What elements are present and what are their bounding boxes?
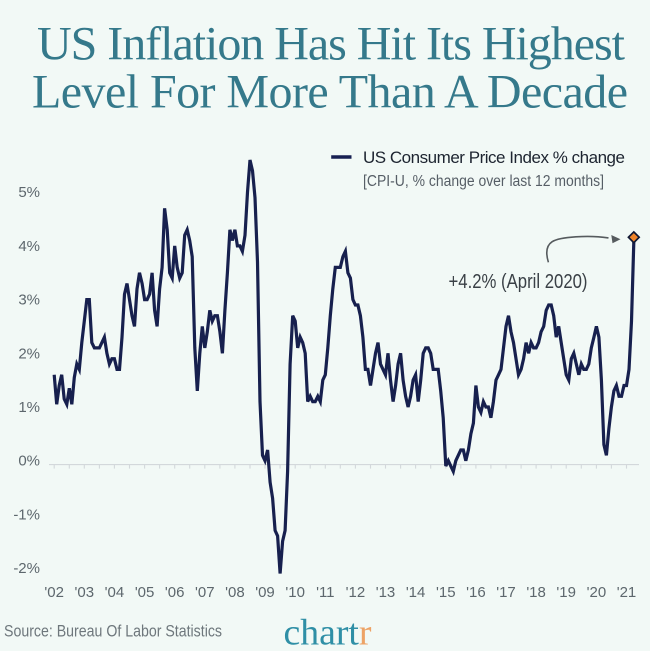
svg-text:'10: '10	[285, 584, 305, 601]
svg-text:+4.2% (April 2020): +4.2% (April 2020)	[449, 271, 588, 293]
svg-text:0%: 0%	[18, 453, 40, 470]
svg-text:Source: Bureau Of Labor Statis: Source: Bureau Of Labor Statistics	[4, 621, 222, 640]
svg-text:US Consumer Price Index % chan: US Consumer Price Index % change	[363, 148, 625, 167]
svg-text:'15: '15	[436, 584, 456, 601]
svg-text:'13: '13	[376, 584, 396, 601]
svg-text:'02: '02	[44, 584, 64, 601]
svg-text:-2%: -2%	[13, 560, 40, 577]
svg-text:4%: 4%	[18, 238, 40, 255]
svg-text:'03: '03	[75, 584, 95, 601]
svg-text:3%: 3%	[18, 292, 40, 309]
svg-text:'08: '08	[225, 584, 245, 601]
svg-text:chartr: chartr	[284, 612, 372, 651]
svg-text:'07: '07	[195, 584, 215, 601]
svg-text:'20: '20	[587, 584, 607, 601]
svg-text:'17: '17	[496, 584, 516, 601]
svg-text:5%: 5%	[18, 184, 40, 201]
svg-text:'04: '04	[105, 584, 125, 601]
svg-text:'11: '11	[316, 584, 334, 601]
svg-text:'12: '12	[346, 584, 366, 601]
svg-text:Level For More Than A Decade: Level For More Than A Decade	[32, 66, 628, 119]
svg-text:'14: '14	[406, 584, 426, 601]
svg-text:2%: 2%	[18, 345, 40, 362]
svg-text:'21: '21	[617, 584, 637, 601]
svg-text:'18: '18	[526, 584, 546, 601]
svg-text:-1%: -1%	[13, 506, 40, 523]
svg-text:[CPI-U, % change over last 12: [CPI-U, % change over last 12 months]	[363, 173, 604, 190]
svg-text:'19: '19	[556, 584, 576, 601]
svg-text:'09: '09	[255, 584, 275, 601]
svg-text:'06: '06	[165, 584, 185, 601]
svg-text:'05: '05	[135, 584, 155, 601]
svg-text:'16: '16	[466, 584, 486, 601]
svg-text:1%: 1%	[18, 399, 40, 416]
svg-text:US Inflation Has Hit Its Highe: US Inflation Has Hit Its Highest	[37, 18, 626, 71]
